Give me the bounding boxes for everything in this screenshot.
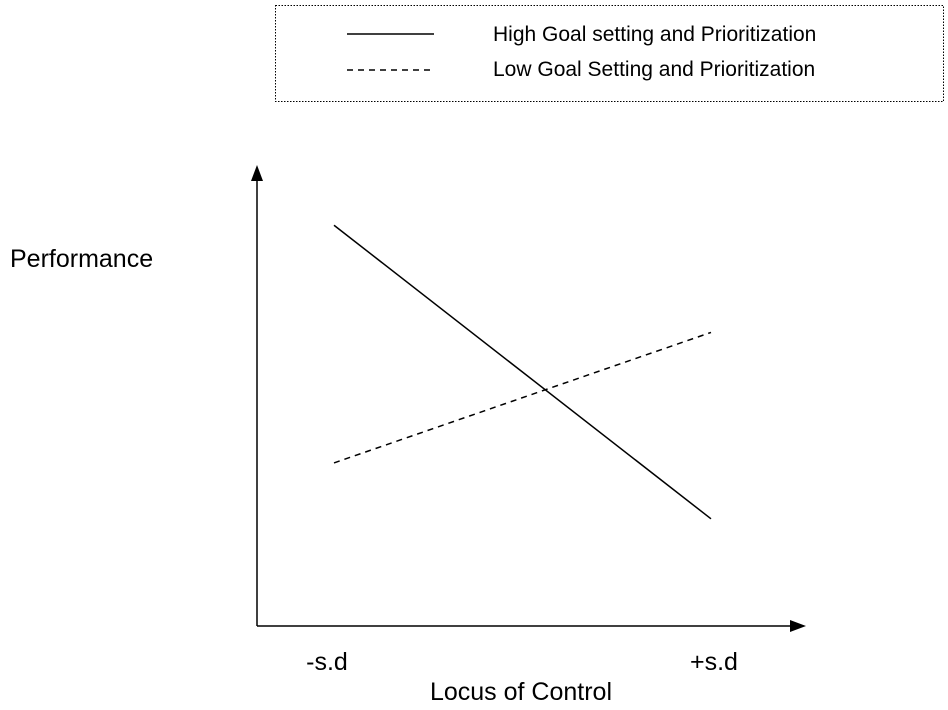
- y-axis-arrow-icon: [251, 165, 263, 181]
- x-axis-arrow-icon: [790, 620, 806, 632]
- x-tick-label: -s.d: [306, 648, 348, 676]
- x-axis-title: Locus of Control: [430, 678, 612, 706]
- series-line-high: [333, 224, 712, 520]
- legend-box: [275, 5, 944, 102]
- x-tick-label: +s.d: [690, 648, 738, 676]
- legend: High Goal setting and Prioritization Low…: [275, 5, 944, 102]
- y-axis-title: Performance: [10, 245, 153, 273]
- legend-label-low: Low Goal Setting and Prioritization: [493, 58, 815, 81]
- legend-label-high: High Goal setting and Prioritization: [493, 23, 816, 46]
- series-line-low: [333, 331, 712, 464]
- axes: [251, 165, 806, 632]
- plot-area: [333, 224, 712, 520]
